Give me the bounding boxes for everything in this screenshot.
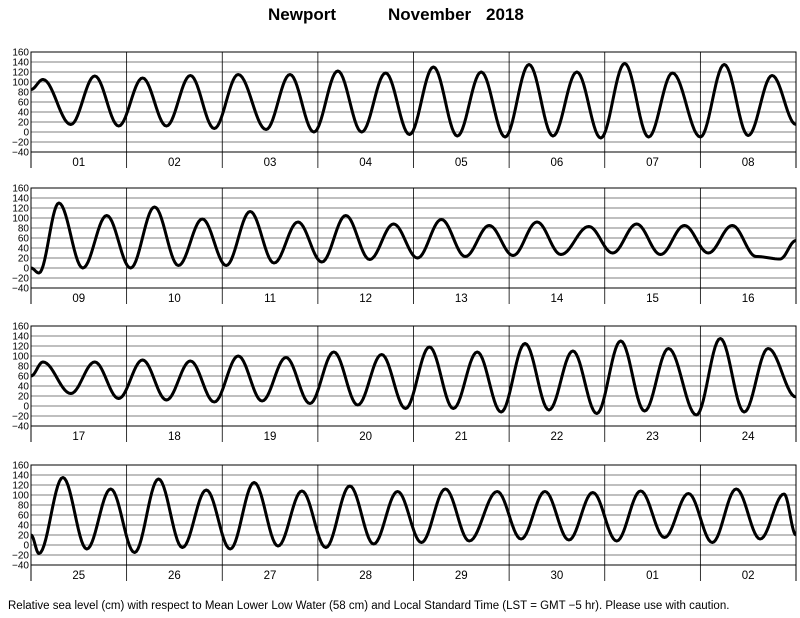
y-tick-label: −40	[12, 422, 29, 433]
y-tick-label: 80	[18, 501, 30, 512]
y-tick-label: 120	[12, 481, 29, 492]
day-label: 10	[168, 293, 181, 305]
day-label: 13	[455, 293, 468, 305]
tide-series-line	[31, 201, 796, 275]
y-tick-label: −20	[12, 551, 29, 562]
day-label: 30	[551, 570, 564, 582]
day-label: 26	[168, 570, 181, 582]
month-name: November	[388, 5, 472, 24]
y-tick-label: 140	[12, 194, 29, 205]
y-tick-label: −40	[12, 284, 29, 295]
plot-frame	[30, 464, 797, 566]
y-tick-label: 120	[12, 204, 29, 215]
day-label: 25	[72, 570, 85, 582]
day-label: 08	[742, 157, 755, 169]
day-label: 24	[742, 431, 755, 443]
tide-series-line	[31, 62, 796, 140]
day-label: 27	[264, 570, 277, 582]
tide-series-line	[31, 337, 796, 417]
day-label: 23	[646, 431, 659, 443]
y-tick-label: 20	[18, 254, 30, 265]
day-label: 01	[646, 570, 659, 582]
y-tick-label: 0	[23, 541, 29, 552]
day-label: 05	[455, 157, 468, 169]
day-label: 20	[359, 431, 372, 443]
day-label: 06	[551, 157, 564, 169]
chart-title: Newport November 2018	[0, 2, 800, 26]
y-tick-label: 160	[12, 184, 29, 195]
y-tick-label: 60	[18, 98, 30, 109]
y-tick-label: 60	[18, 372, 30, 383]
day-label: 29	[455, 570, 468, 582]
day-label: 21	[455, 431, 468, 443]
y-tick-label: 40	[18, 521, 30, 532]
y-tick-label: −20	[12, 412, 29, 423]
y-tick-label: −40	[12, 148, 29, 159]
y-tick-label: 160	[12, 322, 29, 333]
y-tick-label: 100	[12, 352, 29, 363]
day-label: 14	[551, 293, 564, 305]
station-name: Newport	[268, 5, 336, 24]
y-tick-label: 140	[12, 471, 29, 482]
y-tick-label: 60	[18, 234, 30, 245]
day-label: 07	[646, 157, 659, 169]
day-label: 15	[646, 293, 659, 305]
day-label: 16	[742, 293, 755, 305]
plot-frame	[30, 187, 797, 289]
y-tick-label: 80	[18, 88, 30, 99]
y-tick-label: 60	[18, 511, 30, 522]
y-tick-label: 100	[12, 78, 29, 89]
footnote: Relative sea level (cm) with respect to …	[8, 600, 730, 612]
day-label: 22	[551, 431, 564, 443]
y-tick-label: 40	[18, 244, 30, 255]
y-tick-label: 40	[18, 108, 30, 119]
day-label: 19	[264, 431, 277, 443]
y-tick-label: 20	[18, 531, 30, 542]
y-tick-label: 160	[12, 461, 29, 472]
y-tick-label: 160	[12, 48, 29, 59]
day-label: 11	[264, 293, 276, 305]
y-tick-label: 20	[18, 118, 30, 129]
y-tick-label: 0	[23, 402, 29, 413]
y-tick-label: −20	[12, 274, 29, 285]
day-label: 04	[359, 157, 372, 169]
y-tick-label: −20	[12, 138, 29, 149]
y-tick-label: 0	[23, 264, 29, 275]
y-tick-label: 100	[12, 491, 29, 502]
day-label: 28	[359, 570, 372, 582]
tide-series-line	[31, 476, 796, 555]
year-label: 2018	[486, 5, 524, 24]
y-tick-label: 80	[18, 362, 30, 373]
y-tick-label: 80	[18, 224, 30, 235]
day-label: 03	[264, 157, 277, 169]
day-label: 01	[72, 157, 85, 169]
day-label: 18	[168, 431, 181, 443]
y-tick-label: 120	[12, 68, 29, 79]
day-label: 09	[72, 293, 85, 305]
day-label: 02	[168, 157, 181, 169]
y-tick-label: 120	[12, 342, 29, 353]
y-tick-label: 100	[12, 214, 29, 225]
day-label: 02	[742, 570, 755, 582]
y-tick-label: 40	[18, 382, 30, 393]
y-tick-label: 0	[23, 128, 29, 139]
plot-frame	[30, 51, 797, 153]
y-tick-label: 140	[12, 332, 29, 343]
y-tick-label: 20	[18, 392, 30, 403]
day-label: 12	[359, 293, 372, 305]
day-label: 17	[72, 431, 85, 443]
y-tick-label: −40	[12, 561, 29, 572]
y-tick-label: 140	[12, 58, 29, 69]
